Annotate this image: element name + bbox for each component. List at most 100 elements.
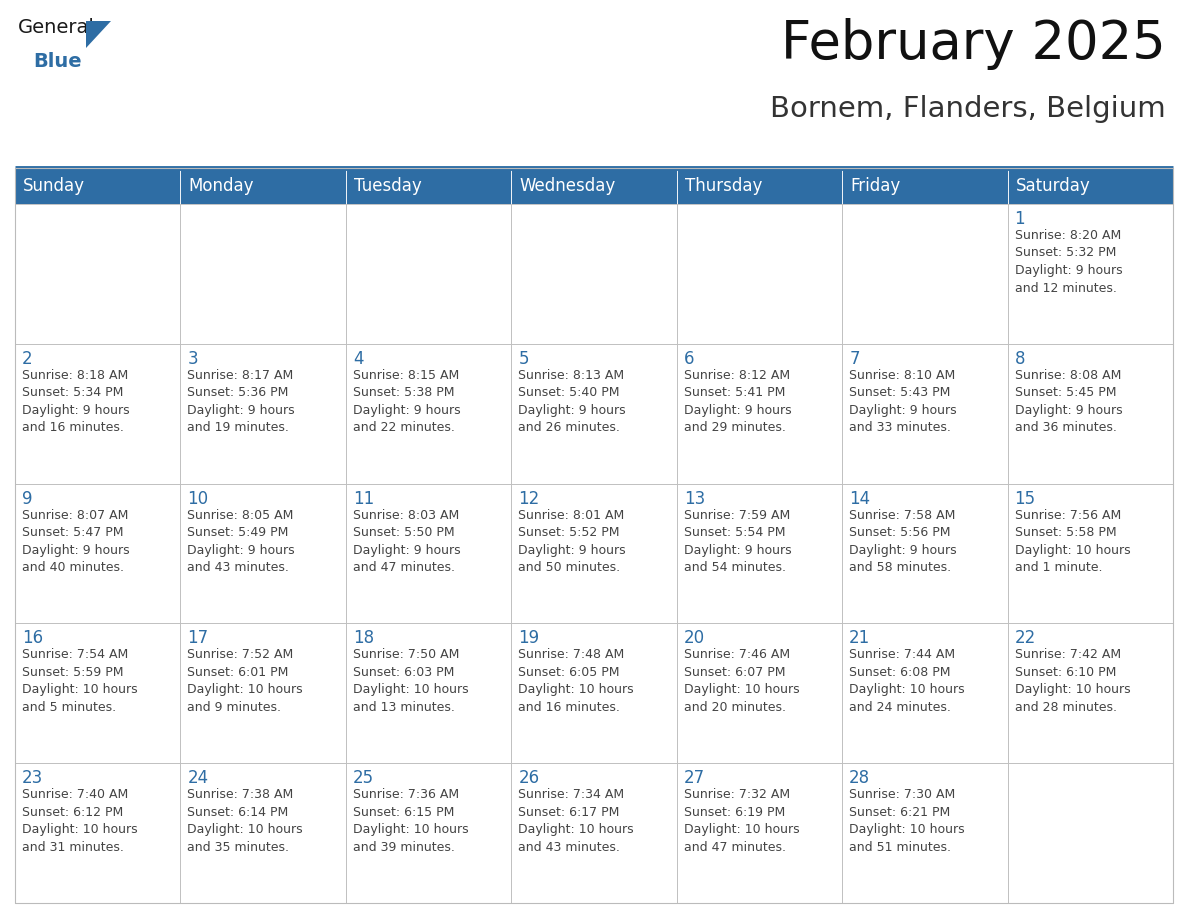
- Bar: [511, 204, 677, 344]
- Text: Sunrise: 7:34 AM
Sunset: 6:17 PM
Daylight: 10 hours
and 43 minutes.: Sunrise: 7:34 AM Sunset: 6:17 PM Dayligh…: [518, 789, 634, 854]
- Text: Sunrise: 8:03 AM
Sunset: 5:50 PM
Daylight: 9 hours
and 47 minutes.: Sunrise: 8:03 AM Sunset: 5:50 PM Dayligh…: [353, 509, 461, 574]
- Bar: [511, 168, 677, 204]
- Text: Sunrise: 7:48 AM
Sunset: 6:05 PM
Daylight: 10 hours
and 16 minutes.: Sunrise: 7:48 AM Sunset: 6:05 PM Dayligh…: [518, 648, 634, 714]
- Text: Sunrise: 7:54 AM
Sunset: 5:59 PM
Daylight: 10 hours
and 5 minutes.: Sunrise: 7:54 AM Sunset: 5:59 PM Dayligh…: [23, 648, 138, 714]
- Bar: [1007, 168, 1173, 204]
- Bar: [15, 623, 181, 763]
- Text: Saturday: Saturday: [1016, 177, 1091, 195]
- Text: Sunrise: 7:52 AM
Sunset: 6:01 PM
Daylight: 10 hours
and 9 minutes.: Sunrise: 7:52 AM Sunset: 6:01 PM Dayligh…: [188, 648, 303, 714]
- Text: Sunrise: 8:10 AM
Sunset: 5:43 PM
Daylight: 9 hours
and 33 minutes.: Sunrise: 8:10 AM Sunset: 5:43 PM Dayligh…: [849, 369, 956, 434]
- Bar: [346, 484, 511, 623]
- Bar: [511, 763, 677, 903]
- Text: Sunrise: 7:50 AM
Sunset: 6:03 PM
Daylight: 10 hours
and 13 minutes.: Sunrise: 7:50 AM Sunset: 6:03 PM Dayligh…: [353, 648, 468, 714]
- Text: Sunrise: 8:12 AM
Sunset: 5:41 PM
Daylight: 9 hours
and 29 minutes.: Sunrise: 8:12 AM Sunset: 5:41 PM Dayligh…: [684, 369, 791, 434]
- Bar: [677, 344, 842, 484]
- Bar: [181, 484, 346, 623]
- Text: 8: 8: [1015, 350, 1025, 368]
- Bar: [181, 344, 346, 484]
- Bar: [15, 204, 181, 344]
- Bar: [346, 168, 511, 204]
- Bar: [677, 763, 842, 903]
- Bar: [15, 484, 181, 623]
- Text: 23: 23: [23, 769, 43, 788]
- Text: 2: 2: [23, 350, 32, 368]
- Text: Monday: Monday: [189, 177, 254, 195]
- Text: 25: 25: [353, 769, 374, 788]
- Text: 5: 5: [518, 350, 529, 368]
- Text: February 2025: February 2025: [782, 18, 1165, 70]
- Bar: [1007, 623, 1173, 763]
- Bar: [677, 623, 842, 763]
- Bar: [346, 204, 511, 344]
- Bar: [1007, 204, 1173, 344]
- Text: 11: 11: [353, 489, 374, 508]
- Bar: [181, 623, 346, 763]
- Text: Sunrise: 7:36 AM
Sunset: 6:15 PM
Daylight: 10 hours
and 39 minutes.: Sunrise: 7:36 AM Sunset: 6:15 PM Dayligh…: [353, 789, 468, 854]
- Text: 12: 12: [518, 489, 539, 508]
- Text: Sunrise: 7:58 AM
Sunset: 5:56 PM
Daylight: 9 hours
and 58 minutes.: Sunrise: 7:58 AM Sunset: 5:56 PM Dayligh…: [849, 509, 956, 574]
- Text: 26: 26: [518, 769, 539, 788]
- Text: Sunrise: 8:07 AM
Sunset: 5:47 PM
Daylight: 9 hours
and 40 minutes.: Sunrise: 8:07 AM Sunset: 5:47 PM Dayligh…: [23, 509, 129, 574]
- Text: Sunrise: 7:44 AM
Sunset: 6:08 PM
Daylight: 10 hours
and 24 minutes.: Sunrise: 7:44 AM Sunset: 6:08 PM Dayligh…: [849, 648, 965, 714]
- Text: Sunrise: 7:40 AM
Sunset: 6:12 PM
Daylight: 10 hours
and 31 minutes.: Sunrise: 7:40 AM Sunset: 6:12 PM Dayligh…: [23, 789, 138, 854]
- Text: 27: 27: [684, 769, 704, 788]
- Bar: [677, 484, 842, 623]
- Text: Thursday: Thursday: [685, 177, 763, 195]
- Text: Sunrise: 8:08 AM
Sunset: 5:45 PM
Daylight: 9 hours
and 36 minutes.: Sunrise: 8:08 AM Sunset: 5:45 PM Dayligh…: [1015, 369, 1123, 434]
- Text: Sunrise: 8:17 AM
Sunset: 5:36 PM
Daylight: 9 hours
and 19 minutes.: Sunrise: 8:17 AM Sunset: 5:36 PM Dayligh…: [188, 369, 295, 434]
- Bar: [842, 484, 1007, 623]
- Text: Friday: Friday: [851, 177, 901, 195]
- Bar: [842, 623, 1007, 763]
- Text: 28: 28: [849, 769, 871, 788]
- Bar: [1007, 344, 1173, 484]
- Bar: [181, 763, 346, 903]
- Bar: [15, 168, 181, 204]
- Bar: [181, 168, 346, 204]
- Text: 7: 7: [849, 350, 860, 368]
- Bar: [511, 344, 677, 484]
- Text: Sunrise: 8:20 AM
Sunset: 5:32 PM
Daylight: 9 hours
and 12 minutes.: Sunrise: 8:20 AM Sunset: 5:32 PM Dayligh…: [1015, 229, 1123, 295]
- Bar: [511, 623, 677, 763]
- Text: Sunrise: 7:59 AM
Sunset: 5:54 PM
Daylight: 9 hours
and 54 minutes.: Sunrise: 7:59 AM Sunset: 5:54 PM Dayligh…: [684, 509, 791, 574]
- Bar: [842, 344, 1007, 484]
- Text: 24: 24: [188, 769, 209, 788]
- Bar: [346, 763, 511, 903]
- Bar: [346, 344, 511, 484]
- Text: Tuesday: Tuesday: [354, 177, 422, 195]
- Bar: [15, 344, 181, 484]
- Text: Sunrise: 8:01 AM
Sunset: 5:52 PM
Daylight: 9 hours
and 50 minutes.: Sunrise: 8:01 AM Sunset: 5:52 PM Dayligh…: [518, 509, 626, 574]
- Bar: [677, 168, 842, 204]
- Text: Sunrise: 8:15 AM
Sunset: 5:38 PM
Daylight: 9 hours
and 22 minutes.: Sunrise: 8:15 AM Sunset: 5:38 PM Dayligh…: [353, 369, 461, 434]
- Text: Sunrise: 7:42 AM
Sunset: 6:10 PM
Daylight: 10 hours
and 28 minutes.: Sunrise: 7:42 AM Sunset: 6:10 PM Dayligh…: [1015, 648, 1130, 714]
- Text: Sunrise: 7:56 AM
Sunset: 5:58 PM
Daylight: 10 hours
and 1 minute.: Sunrise: 7:56 AM Sunset: 5:58 PM Dayligh…: [1015, 509, 1130, 574]
- Bar: [677, 204, 842, 344]
- Text: 16: 16: [23, 630, 43, 647]
- Text: Wednesday: Wednesday: [519, 177, 615, 195]
- Polygon shape: [86, 21, 110, 48]
- Bar: [15, 168, 1173, 903]
- Bar: [15, 763, 181, 903]
- Text: Sunrise: 7:30 AM
Sunset: 6:21 PM
Daylight: 10 hours
and 51 minutes.: Sunrise: 7:30 AM Sunset: 6:21 PM Dayligh…: [849, 789, 965, 854]
- Bar: [1007, 484, 1173, 623]
- Text: 17: 17: [188, 630, 209, 647]
- Text: Sunrise: 7:46 AM
Sunset: 6:07 PM
Daylight: 10 hours
and 20 minutes.: Sunrise: 7:46 AM Sunset: 6:07 PM Dayligh…: [684, 648, 800, 714]
- Text: 4: 4: [353, 350, 364, 368]
- Bar: [511, 484, 677, 623]
- Text: 14: 14: [849, 489, 871, 508]
- Bar: [842, 763, 1007, 903]
- Text: General: General: [18, 18, 95, 37]
- Text: 9: 9: [23, 489, 32, 508]
- Text: Sunrise: 7:32 AM
Sunset: 6:19 PM
Daylight: 10 hours
and 47 minutes.: Sunrise: 7:32 AM Sunset: 6:19 PM Dayligh…: [684, 789, 800, 854]
- Text: 15: 15: [1015, 489, 1036, 508]
- Text: 10: 10: [188, 489, 209, 508]
- Text: Bornem, Flanders, Belgium: Bornem, Flanders, Belgium: [770, 95, 1165, 123]
- Bar: [1007, 763, 1173, 903]
- Text: 3: 3: [188, 350, 198, 368]
- Text: Sunrise: 7:38 AM
Sunset: 6:14 PM
Daylight: 10 hours
and 35 minutes.: Sunrise: 7:38 AM Sunset: 6:14 PM Dayligh…: [188, 789, 303, 854]
- Text: Sunrise: 8:13 AM
Sunset: 5:40 PM
Daylight: 9 hours
and 26 minutes.: Sunrise: 8:13 AM Sunset: 5:40 PM Dayligh…: [518, 369, 626, 434]
- Text: 20: 20: [684, 630, 704, 647]
- Text: 21: 21: [849, 630, 871, 647]
- Bar: [181, 204, 346, 344]
- Bar: [842, 204, 1007, 344]
- Text: 22: 22: [1015, 630, 1036, 647]
